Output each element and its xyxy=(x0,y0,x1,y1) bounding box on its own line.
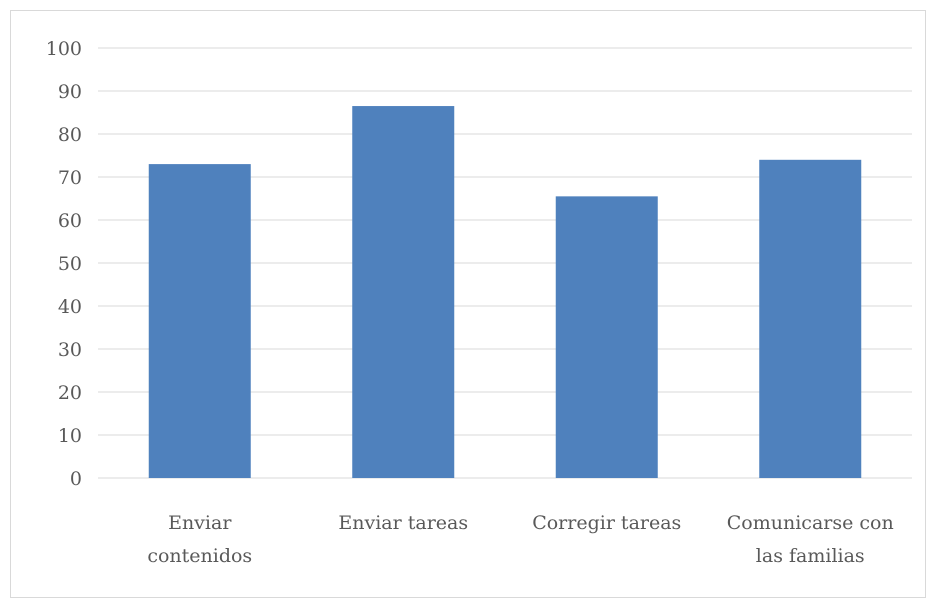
y-tick-label: 70 xyxy=(58,167,82,189)
y-tick-label: 0 xyxy=(70,468,82,490)
bar-2 xyxy=(555,196,658,478)
x-category-label: las familias xyxy=(756,545,865,567)
x-category-label: Enviar tareas xyxy=(338,512,468,534)
bar-3 xyxy=(759,159,862,479)
bar-0 xyxy=(148,164,251,478)
y-tick-label: 50 xyxy=(58,253,82,275)
y-tick-label: 30 xyxy=(58,339,82,361)
y-tick-label: 100 xyxy=(46,38,82,60)
y-tick-label: 40 xyxy=(58,296,82,318)
y-tick-label: 90 xyxy=(58,81,82,103)
y-tick-label: 80 xyxy=(58,124,82,146)
x-category-label: Corregir tareas xyxy=(532,512,681,534)
y-tick-label: 60 xyxy=(58,210,82,232)
y-tick-label: 20 xyxy=(58,382,82,404)
y-tick-label: 10 xyxy=(58,425,82,447)
bar-1 xyxy=(352,106,455,479)
x-category-label: Enviar xyxy=(168,512,232,534)
x-category-label: contenidos xyxy=(147,545,252,567)
x-category-label: Comunicarse con xyxy=(727,512,894,534)
